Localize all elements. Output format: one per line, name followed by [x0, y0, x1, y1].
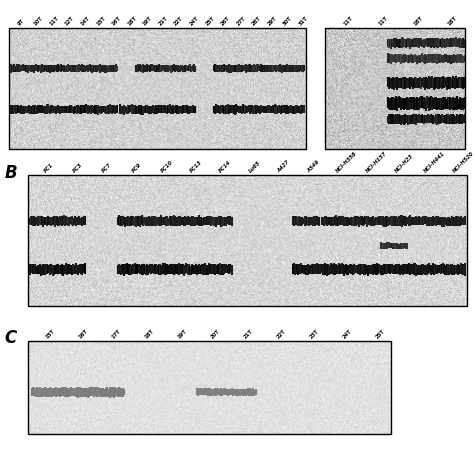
Text: 31T: 31T	[298, 15, 309, 27]
Text: Lu65: Lu65	[247, 160, 261, 173]
Text: 30T: 30T	[283, 16, 293, 27]
Bar	[28, 341, 391, 434]
Text: 10T: 10T	[33, 15, 44, 27]
Text: 25T: 25T	[204, 16, 216, 27]
Text: 12T: 12T	[64, 15, 75, 27]
Text: 11T: 11T	[342, 15, 354, 27]
Text: 18T: 18T	[127, 15, 138, 27]
Text: PC7: PC7	[101, 162, 113, 173]
Text: 22T: 22T	[173, 16, 184, 27]
Bar	[9, 28, 306, 149]
Text: NCI-H23: NCI-H23	[394, 153, 414, 173]
Text: 19T: 19T	[177, 328, 188, 339]
Text: 21T: 21T	[157, 15, 169, 27]
Bar	[28, 175, 467, 306]
Text: B: B	[5, 164, 18, 182]
Text: NCI-H441: NCI-H441	[423, 150, 446, 173]
Text: 24T: 24T	[189, 16, 200, 27]
Text: 21T: 21T	[243, 328, 254, 339]
Text: 15T: 15T	[95, 15, 107, 27]
Text: 24T: 24T	[342, 328, 353, 339]
Text: 11T: 11T	[377, 15, 388, 27]
Text: C: C	[5, 329, 17, 347]
Text: 11T: 11T	[48, 15, 60, 27]
Text: 18T: 18T	[447, 15, 458, 27]
Text: 14T: 14T	[80, 15, 91, 27]
Text: A549: A549	[306, 159, 320, 173]
Text: 18T: 18T	[144, 328, 155, 339]
Text: 19T: 19T	[142, 15, 153, 27]
Text: PC10: PC10	[160, 159, 174, 173]
Text: 16T: 16T	[111, 15, 122, 27]
Text: 15T: 15T	[45, 328, 56, 339]
Bar	[325, 28, 465, 149]
Text: NCI-H358: NCI-H358	[336, 150, 358, 173]
Text: 23T: 23T	[309, 328, 320, 339]
Text: 22T: 22T	[276, 328, 287, 339]
Text: 28T: 28T	[251, 15, 263, 27]
Text: PC13: PC13	[189, 159, 203, 173]
Text: PC1: PC1	[43, 162, 55, 173]
Text: 25T: 25T	[374, 328, 386, 339]
Text: PC9: PC9	[131, 162, 142, 173]
Text: A427: A427	[277, 159, 291, 173]
Text: 18T: 18T	[412, 15, 423, 27]
Text: NCI-H520: NCI-H520	[452, 150, 474, 173]
Text: 16T: 16T	[78, 328, 89, 339]
Text: 27T: 27T	[236, 16, 246, 27]
Text: PC14: PC14	[219, 159, 233, 173]
Text: 17T: 17T	[111, 328, 122, 339]
Text: 20T: 20T	[210, 328, 221, 339]
Text: NCI-H157: NCI-H157	[365, 150, 388, 173]
Text: 29T: 29T	[267, 16, 278, 27]
Text: 26T: 26T	[220, 15, 231, 27]
Text: PC3: PC3	[72, 162, 84, 173]
Text: 9T: 9T	[17, 18, 26, 27]
